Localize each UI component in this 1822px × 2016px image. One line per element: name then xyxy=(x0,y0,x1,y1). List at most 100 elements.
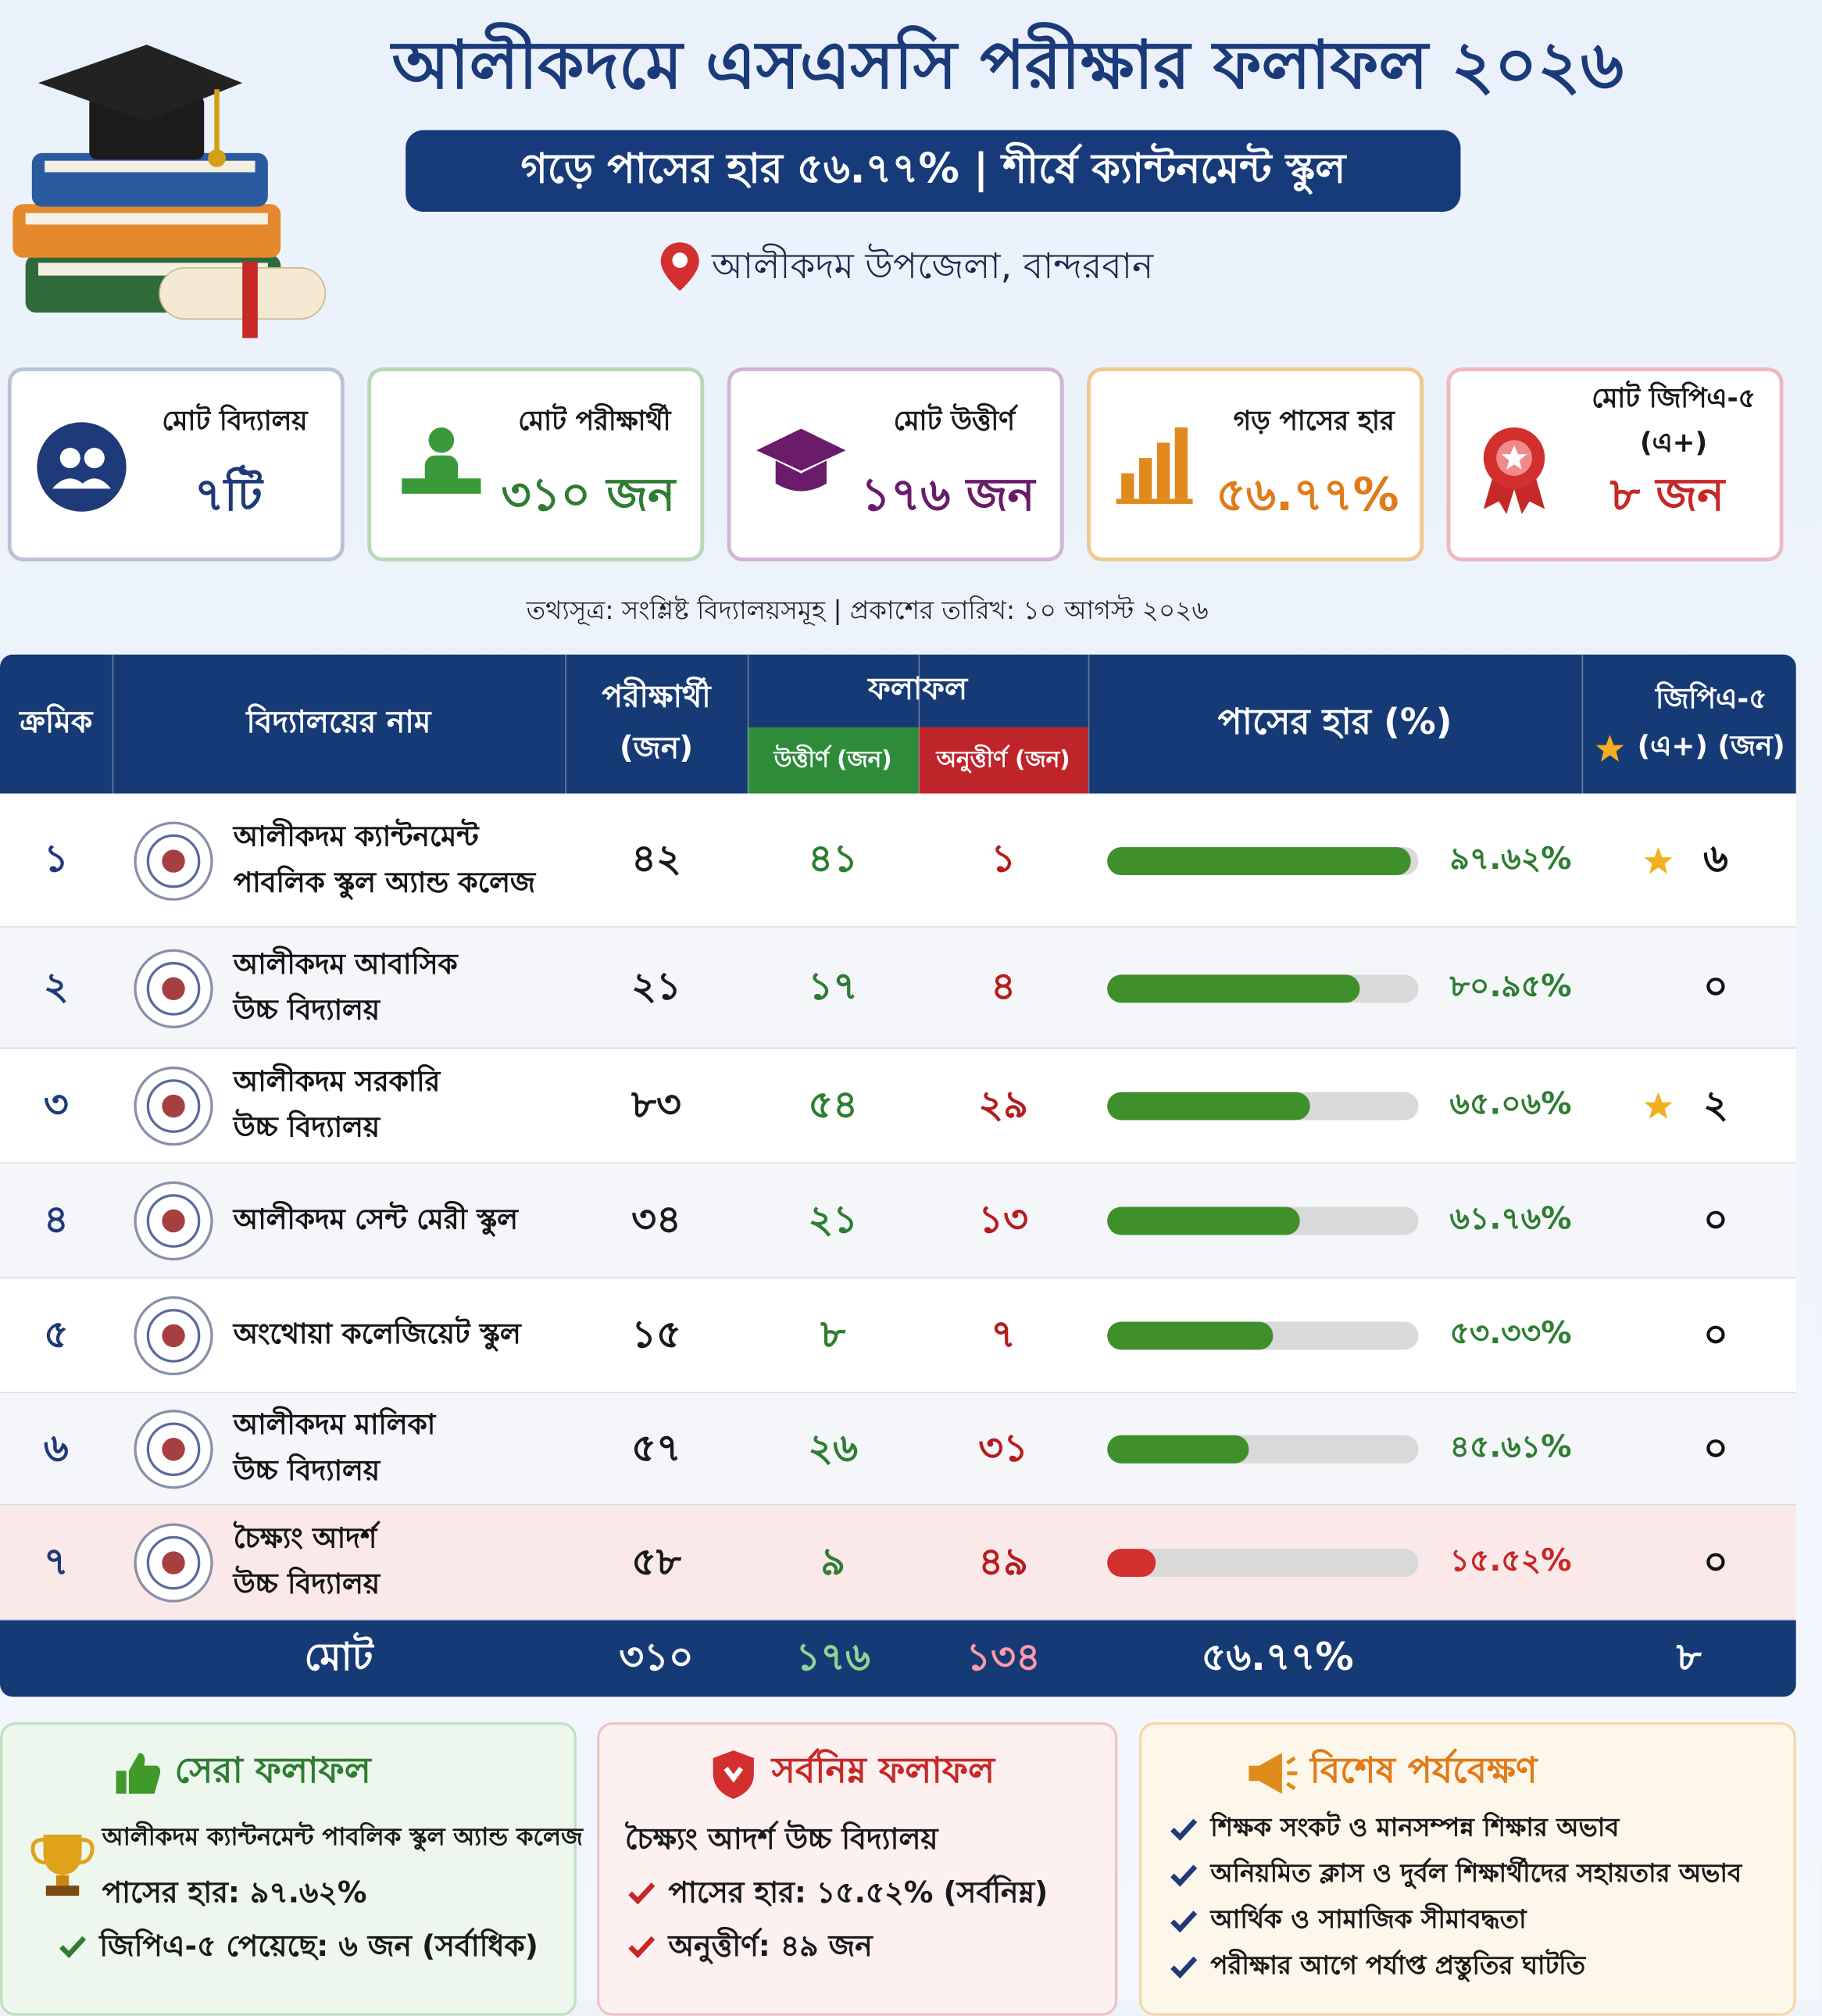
school-name-line: উচ্চ বিদ্যালয় xyxy=(233,994,380,1027)
box-point: শিক্ষক সংকট ও মানসম্পন্ন শিক্ষার অভাব xyxy=(1210,1810,1620,1842)
serial: ২ xyxy=(43,964,69,1010)
pass-rate-label: ৬১.৭৬% xyxy=(1449,1200,1572,1237)
box-point: আর্থিক ও সামাজিক সীমাবদ্ধতা xyxy=(1210,1903,1527,1934)
check-icon xyxy=(1170,1818,1198,1841)
box-icon xyxy=(1249,1753,1298,1794)
check-icon xyxy=(628,1936,656,1959)
pass-rate-bar xyxy=(1107,1549,1156,1578)
school-name: অংথোয়া কলেজিয়েট স্কুল xyxy=(234,1278,563,1393)
gpa5: ০ xyxy=(1703,1539,1728,1584)
header-cell: পরীক্ষার্থী (জন) xyxy=(602,677,711,765)
box-title: সর্বনিম্ন ফলাফল xyxy=(771,1748,995,1791)
pass-rate-label: ৯৭.৬২% xyxy=(1449,840,1572,876)
school-name-line: আলীকদম মালিকা xyxy=(233,1410,436,1442)
stat-icon xyxy=(37,422,127,512)
header-cell: উত্তীর্ণ (জন) xyxy=(747,727,919,794)
table-row: ৪ আলীকদম সেন্ট মেরী স্কুল ৩৪ ২১ ১৩ ৬১.৭৬% ০ xyxy=(0,1163,1796,1278)
check-icon xyxy=(1170,1911,1198,1933)
table-row: ৩ আলীকদম সরকারি উচ্চ বিদ্যালয় ৮৩ ৫৪ ২৯ ৬৫.০৬%… xyxy=(0,1049,1796,1164)
serial: ১ xyxy=(43,837,69,882)
serial: ৬ xyxy=(43,1425,69,1471)
box-point: অনুত্তীর্ণ: ৪৯ জন xyxy=(668,1929,873,1963)
highlight-box: সেরা ফলাফল আলীকদম ক্যান্টনমেন্ট পাবলিক স্… xyxy=(0,1722,583,2016)
school-logo xyxy=(134,1066,213,1146)
stat-card: গড় পাসের হার ৫৬.৭৭% xyxy=(1087,367,1424,562)
failed: ১ xyxy=(991,837,1016,882)
gpa5: ০ xyxy=(1703,1197,1728,1242)
stat-value: ১৭৬ জন xyxy=(860,469,1035,522)
school-name: আলীকদম আবাসিক উচ্চ বিদ্যালয় xyxy=(234,928,563,1049)
stat-value: ৩১০ জন xyxy=(501,469,676,522)
serial: ৭ xyxy=(43,1539,69,1584)
examinees: ৮৩ xyxy=(631,1082,681,1128)
stat-icon xyxy=(1483,427,1545,514)
check-icon xyxy=(59,1936,87,1959)
bar-track xyxy=(1107,1549,1419,1578)
total-cell: ১৭৬ xyxy=(795,1635,870,1680)
stat-card: মোট পরীক্ষার্থী ৩১০ জন xyxy=(367,367,705,562)
failed: ৪৯ xyxy=(978,1539,1028,1584)
school-name-line: পাবলিক স্কুল অ্যান্ড কলেজ xyxy=(233,867,535,899)
school-logo xyxy=(134,1410,213,1489)
total-cell: ৩১০ xyxy=(619,1635,694,1680)
school-logo xyxy=(134,1181,213,1261)
failed: ১৩ xyxy=(978,1197,1028,1242)
school-logo xyxy=(134,948,213,1028)
passed: ৪১ xyxy=(808,837,858,882)
school-logo xyxy=(134,820,213,900)
school-name: আলীকদম ক্যান্টনমেন্ট পাবলিক স্কুল অ্যান্ড… xyxy=(234,794,563,928)
school-name: আলীকদম সেন্ট মেরী স্কুল xyxy=(234,1163,563,1278)
header-cell: জিপিএ-৫ (এ+) (জন) xyxy=(1637,683,1785,763)
table-row: ৬ আলীকদম মালিকা উচ্চ বিদ্যালয় ৫৭ ২৬ ৩১ ৪৫.৬১%… xyxy=(0,1392,1796,1506)
total-cell: মোট xyxy=(304,1635,373,1680)
passed: ৮ xyxy=(820,1312,846,1357)
pass-rate-label: ৮০.৯৫% xyxy=(1449,967,1572,1004)
stat-label: মোট উত্তীর্ণ xyxy=(893,405,1015,436)
box-point: পরীক্ষার আগে পর্যাপ্ত প্রস্তুতির ঘাটতি xyxy=(1210,1948,1586,1980)
header-cell: বিদ্যালয়ের নাম xyxy=(246,703,431,740)
school-name: আলীকদম সরকারি উচ্চ বিদ্যালয় xyxy=(234,1049,563,1163)
school-name: চৈক্ষ্যং আদর্শ উচ্চ বিদ্যালয় xyxy=(234,1506,563,1621)
pass-rate-label: ৬৫.০৬% xyxy=(1449,1085,1572,1122)
failed: ৩১ xyxy=(978,1425,1028,1471)
title: আলীকদমে এসএসসি পরীক্ষার ফলাফল ২০২৬ xyxy=(391,27,1624,105)
gpa5: ৬ xyxy=(1703,837,1728,882)
source-note: তথ্যসূত্র: সংশ্লিষ্ট বিদ্যালয়সমূহ | প্র… xyxy=(526,594,1209,625)
star-icon xyxy=(1644,846,1673,874)
stat-card: মোট বিদ্যালয় ৭টি xyxy=(7,367,345,562)
pass-rate-bar xyxy=(1107,846,1412,875)
table-row: ৫ অংথোয়া কলেজিয়েট স্কুল ১৫ ৮ ৭ ৫৩.৩৩% ০ xyxy=(0,1278,1796,1393)
examinees: ৪২ xyxy=(631,837,681,882)
pass-rate-bar xyxy=(1107,974,1359,1003)
stat-icon xyxy=(1116,427,1193,504)
school-logo xyxy=(134,1523,213,1603)
gpa5: ০ xyxy=(1703,1312,1728,1357)
stat-value: ৭টি xyxy=(194,469,263,522)
trophy-icon xyxy=(30,1834,95,1896)
box-icon xyxy=(713,1750,754,1800)
total-cell: ১৩৪ xyxy=(966,1635,1041,1680)
stat-card: মোট উত্তীর্ণ ১৭৬ জন xyxy=(727,367,1064,562)
highlight-box: বিশেষ পর্যবেক্ষণ শিক্ষক সংকট ও মানসম্পন্ন… xyxy=(1139,1722,1796,2016)
examinees: ৫৮ xyxy=(631,1539,681,1584)
box-lead-line: আলীকদম ক্যান্টনমেন্ট পাবলিক স্কুল অ্যান্… xyxy=(102,1823,583,1852)
school-name-line: অংথোয়া কলেজিয়েট স্কুল xyxy=(233,1319,521,1352)
stat-value: ৫৬.৭৭% xyxy=(1216,469,1399,522)
school-name: আলীকদম মালিকা উচ্চ বিদ্যালয় xyxy=(234,1393,563,1506)
check-icon xyxy=(1170,1864,1198,1887)
serial: ৩ xyxy=(43,1082,69,1128)
passed: ২১ xyxy=(808,1197,858,1242)
header-cell: ফলাফল xyxy=(868,670,968,706)
gpa5: ২ xyxy=(1703,1082,1728,1128)
header-cell: অনুত্তীর্ণ (জন) xyxy=(918,727,1088,794)
header-cell: পাসের হার (%) xyxy=(1217,700,1452,743)
stat-card: মোট জিপিএ-৫ (এ+) ৮ জন xyxy=(1446,367,1784,562)
check-icon xyxy=(1170,1956,1198,1979)
pass-rate-bar xyxy=(1107,1435,1249,1464)
stat-label: মোট জিপিএ-৫ (এ+) xyxy=(1592,382,1756,459)
passed: ২৬ xyxy=(808,1425,858,1471)
school-name-line: আলীকদম সেন্ট মেরী স্কুল xyxy=(233,1204,518,1237)
subtitle: গড়ে পাসের হার ৫৬.৭৭% | শীর্ষে ক্যান্টনম… xyxy=(405,130,1461,213)
box-point: জিপিএ-৫ পেয়েছে: ৬ জন (সর্বাধিক) xyxy=(99,1929,538,1963)
location: আলীকদম উপজেলা, বান্দরবান xyxy=(712,244,1154,287)
